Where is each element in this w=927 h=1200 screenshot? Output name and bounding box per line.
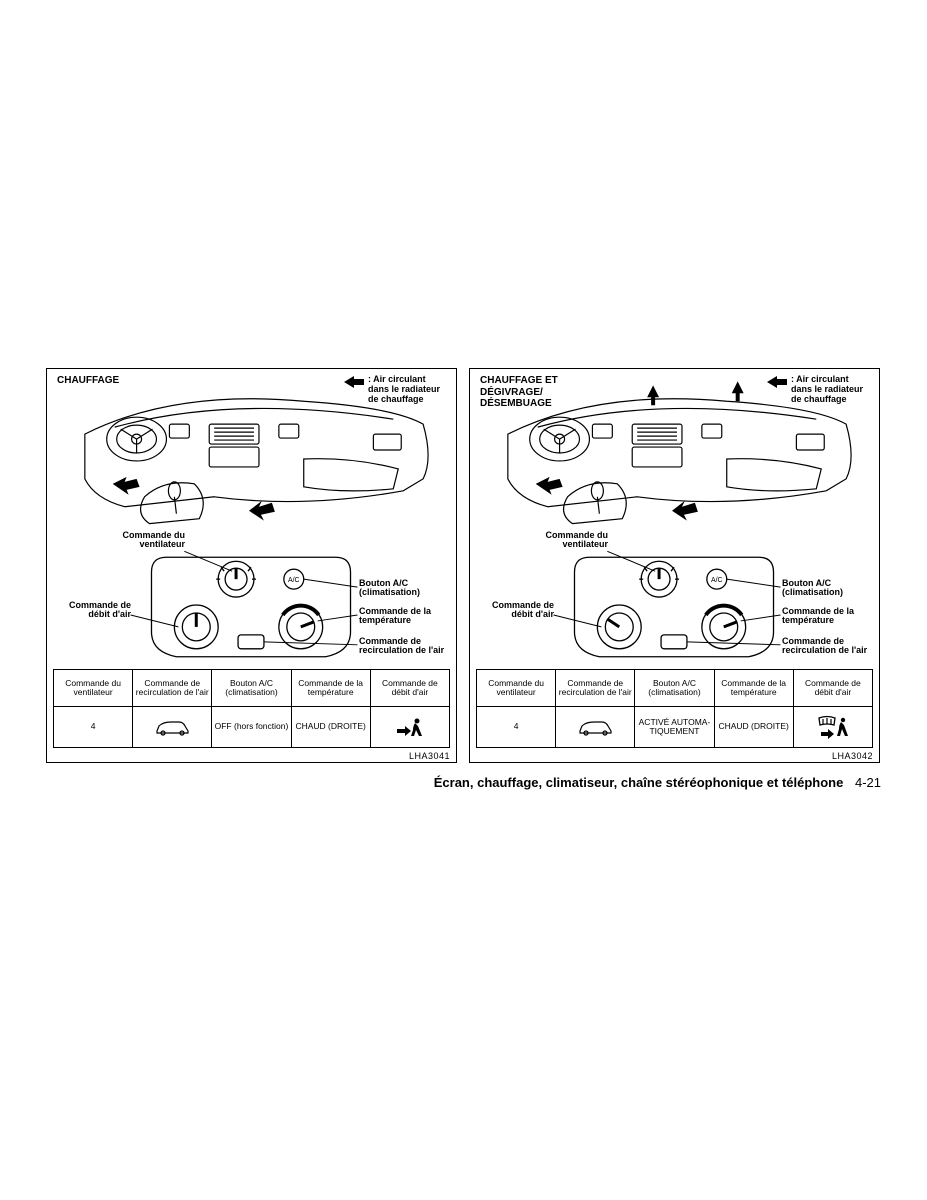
dashboard-illustration [478,379,871,529]
th-flow: Commande de débit d'air [370,670,449,707]
th-temp: Commande de la température [291,670,370,707]
page-footer: Écran, chauffage, climatiseur, chaîne st… [434,775,881,790]
th-recirc: Commande de recirculation de l'air [133,670,212,707]
defrost-foot-airflow-icon [815,715,851,739]
cell-temp: CHAUD (DROITE) [291,707,370,748]
car-outline-icon [153,718,191,736]
dashboard-illustration [55,379,448,529]
cell-temp: CHAUD (DROITE) [714,707,793,748]
cell-recirc [133,707,212,748]
settings-table: Commande du ventilateur Commande de reci… [476,669,873,748]
th-recirc: Commande de recirculation de l'air [556,670,635,707]
cell-fan: 4 [477,707,556,748]
table-row: 4 ACTIVÉ AUTOMA-TIQUEMENT CHAUD (DROITE) [477,707,873,748]
settings-table: Commande du ventilateur Commande de reci… [53,669,450,748]
th-ac: Bouton A/C (climatisation) [635,670,714,707]
page: CHAUFFAGE : Air circulant dans le radiat… [0,0,927,1200]
th-fan: Commande du ventilateur [477,670,556,707]
cell-recirc [556,707,635,748]
panels-row: CHAUFFAGE : Air circulant dans le radiat… [46,368,880,763]
svg-text:A/C: A/C [288,577,300,584]
svg-text:A/C: A/C [711,577,723,584]
panel-chauffage: CHAUFFAGE : Air circulant dans le radiat… [46,368,457,763]
figure-code: LHA3042 [832,751,873,761]
footer-page-number: 4-21 [855,775,881,790]
cell-fan: 4 [54,707,133,748]
cell-flow [370,707,449,748]
cell-flow [793,707,872,748]
table-row: 4 OFF (hors fonction) CHAUD (DROITE) [54,707,450,748]
panel-chauffage-degivrage: CHAUFFAGE ET DÉGIVRAGE/ DÉSEMBUAGE : Air… [469,368,880,763]
table-header-row: Commande du ventilateur Commande de reci… [477,670,873,707]
car-outline-icon [576,718,614,736]
figure-code: LHA3041 [409,751,450,761]
th-fan: Commande du ventilateur [54,670,133,707]
th-temp: Commande de la température [714,670,793,707]
foot-airflow-icon [393,716,427,738]
controls-illustration: A/C [47,537,456,677]
cell-ac: OFF (hors fonction) [212,707,291,748]
footer-section: Écran, chauffage, climatiseur, chaîne st… [434,775,844,790]
cell-ac: ACTIVÉ AUTOMA-TIQUEMENT [635,707,714,748]
th-flow: Commande de débit d'air [793,670,872,707]
th-ac: Bouton A/C (climatisation) [212,670,291,707]
controls-illustration: A/C [470,537,879,677]
table-header-row: Commande du ventilateur Commande de reci… [54,670,450,707]
